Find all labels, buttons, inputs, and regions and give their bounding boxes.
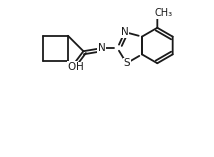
Text: CH₃: CH₃ <box>154 8 172 18</box>
Text: S: S <box>123 58 130 68</box>
Text: H: H <box>76 62 84 72</box>
Text: O: O <box>68 62 76 72</box>
Text: N: N <box>121 27 129 37</box>
Text: N: N <box>98 43 106 53</box>
